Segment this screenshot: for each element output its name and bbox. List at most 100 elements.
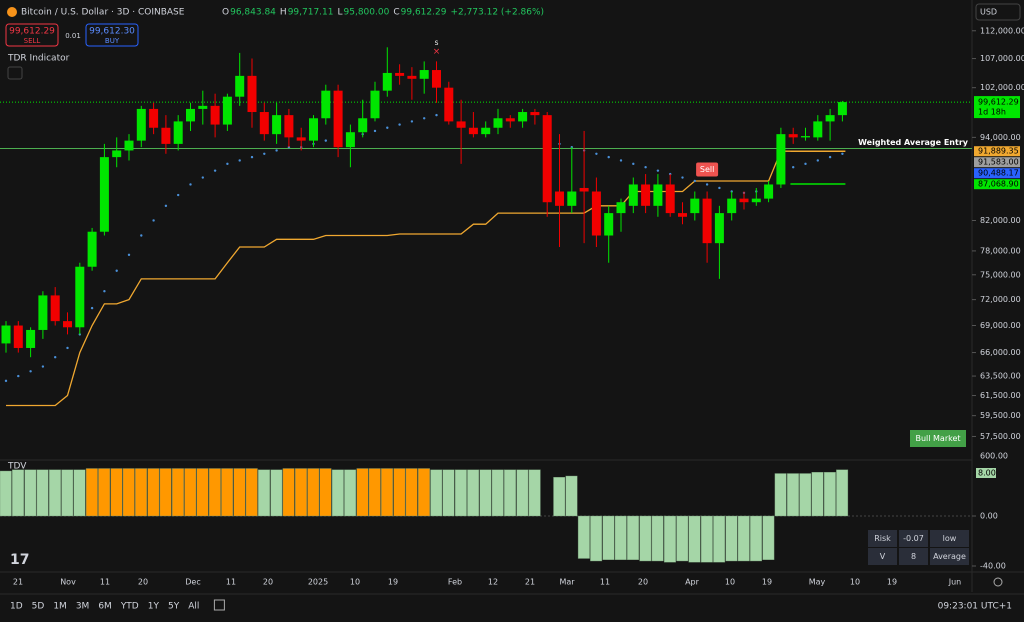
sell-label: SELL (24, 37, 41, 45)
candle-body (653, 184, 663, 206)
candle-body (788, 134, 798, 138)
tdv-bar (799, 473, 812, 517)
x-tick-label: 10 (725, 578, 735, 587)
tdv-bar (725, 515, 738, 562)
tdv-bar (602, 515, 615, 560)
tdv-bar (221, 468, 234, 517)
candle-body (259, 112, 269, 135)
tdv-bar (713, 515, 726, 563)
range-button[interactable]: 5D (32, 602, 45, 612)
y-tick-label: 0.00 (980, 512, 998, 521)
y-tick-label: 112,000.00 (980, 26, 1024, 35)
sell-button[interactable] (5, 23, 59, 47)
candle-body (518, 112, 528, 122)
candle-body (63, 321, 72, 328)
y-tick-label: 78,000.00 (980, 246, 1021, 255)
candle-body (542, 115, 552, 203)
candle-body (370, 90, 380, 119)
x-tick-label: 12 (488, 578, 498, 587)
calendar-button[interactable] (213, 599, 225, 611)
tdv-bar (737, 515, 750, 562)
table-cell (930, 530, 969, 547)
symbol: Bitcoin / U.S. Dollar · 3D · COINBASE (21, 8, 185, 18)
tdv-bar (73, 469, 86, 517)
tdv-bar (295, 468, 307, 517)
trend-dot (632, 162, 635, 166)
trend-dot (4, 379, 8, 383)
candle-body (456, 121, 466, 128)
trend-dot (410, 120, 414, 123)
trend-dot (841, 152, 844, 155)
range-button[interactable]: 1M (53, 602, 67, 612)
y-tick-label: 94,000.00 (980, 133, 1021, 142)
price-label-box (974, 146, 1020, 157)
range-button[interactable]: All (188, 602, 199, 612)
y-tick-label: 107,000.00 (980, 54, 1024, 63)
table-text: 8 (911, 552, 916, 561)
trend-dot (54, 355, 57, 359)
range-button[interactable]: 5Y (168, 602, 180, 612)
tdv-bar (233, 468, 246, 517)
candle-body (801, 136, 810, 138)
ohlc-value: 99,612.29 (401, 8, 447, 18)
collapse-button[interactable] (7, 66, 23, 80)
trend-dot (17, 374, 20, 378)
trend-dot (804, 162, 807, 166)
buy-button[interactable] (85, 23, 139, 47)
candle-body (727, 198, 737, 214)
candle-body (284, 115, 294, 138)
candle-body (235, 75, 245, 97)
price-label-box (974, 168, 1020, 179)
trend-dot (693, 179, 696, 183)
ohlc-value: 99,717.11 (288, 8, 334, 18)
candle-body (555, 191, 564, 206)
price-label: 87,068.90 (978, 180, 1019, 189)
candle-body (764, 184, 774, 199)
currency-select[interactable] (975, 3, 1021, 21)
y-tick-label: 82,000.00 (980, 216, 1021, 225)
settings-icon (993, 577, 1003, 587)
tdv-bar (467, 469, 480, 517)
candle-body (161, 127, 171, 144)
tdv-bar (368, 468, 381, 517)
trend-dot (127, 253, 131, 257)
x-tick-label: Apr (685, 578, 700, 587)
candle-body (641, 184, 651, 206)
trend-dot (324, 139, 327, 142)
spread: 0.01 (65, 32, 81, 40)
trend-dot (792, 166, 795, 169)
y-tick-label: 75,000.00 (980, 270, 1021, 279)
trend-dot (718, 186, 721, 190)
tdv-title: TDV (7, 462, 27, 472)
range-button[interactable]: YTD (120, 602, 139, 612)
tdv-bar (688, 515, 701, 563)
range-button[interactable]: 1Y (148, 602, 160, 612)
candle-body (591, 191, 601, 236)
candle-body (678, 213, 687, 217)
x-tick-label: 20 (638, 578, 648, 587)
candle-body (690, 198, 700, 214)
x-tick-label: May (809, 578, 826, 587)
tdv-bar (553, 477, 566, 517)
candle-body (345, 132, 355, 148)
tdv-bar (454, 469, 467, 517)
current-price-box (974, 96, 1020, 119)
market-state: Bull Market (915, 434, 960, 443)
table-cell (868, 548, 897, 565)
tdv-bar (258, 469, 270, 517)
candle-body (665, 184, 675, 214)
tdv-bar (344, 469, 357, 517)
trend-dot (435, 113, 438, 117)
range-button[interactable]: 6M (98, 602, 112, 612)
tdv-bar (774, 473, 787, 517)
trend-dot (213, 169, 217, 172)
trend-dot (115, 269, 118, 272)
tdv-bar (614, 515, 627, 560)
tdv-bar (627, 515, 639, 560)
range-button[interactable]: 1D (10, 602, 23, 612)
tdv-bar (651, 515, 664, 562)
tdv-bar (270, 469, 283, 517)
candle-body (468, 127, 478, 135)
table-cell (899, 548, 928, 565)
range-button[interactable]: 3M (76, 602, 90, 612)
